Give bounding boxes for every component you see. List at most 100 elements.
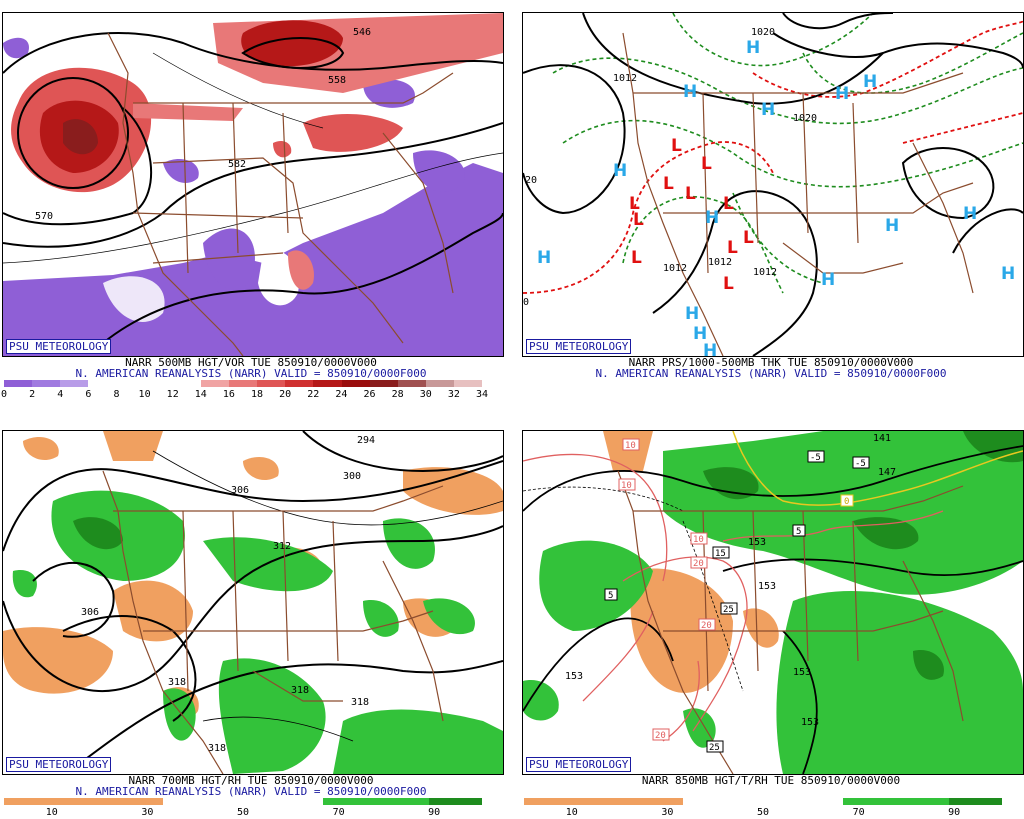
- colorbar-swatch: [172, 380, 201, 387]
- svg-text:0: 0: [844, 497, 849, 507]
- p4-temp-label: -5: [852, 456, 870, 469]
- high-pressure-marker: H: [537, 248, 551, 268]
- p2-isobar-label: 20: [525, 175, 537, 186]
- p1-contour-label: 570: [35, 211, 53, 222]
- p2-isobar-label: 1012: [613, 73, 637, 84]
- colorbar-swatch: [428, 798, 482, 805]
- p2-caption-valid: N. AMERICAN REANALYSIS (NARR) VALID = 85…: [595, 367, 947, 380]
- panel-700mb-rh: 294 300 306 312 306 318 318 318 318 PSU …: [0, 418, 504, 818]
- colorbar-swatch: [895, 798, 949, 805]
- p4-temp-label: 10: [622, 438, 640, 451]
- colorbar-tick-label: 0: [0, 389, 8, 400]
- p1-contour-label: 546: [353, 27, 371, 38]
- colorbar-tick-label: 30: [419, 389, 432, 400]
- high-pressure-marker: H: [761, 100, 775, 120]
- colorbar-tick-label: 16: [222, 389, 235, 400]
- p2-isobar-label: 1020: [751, 27, 775, 38]
- panel-850mb-t-rh: 141 147 153 153 153 153 153 10 10 -5 -5 …: [520, 418, 1024, 819]
- colorbar-tick-label: 90: [948, 807, 961, 818]
- high-pressure-marker: H: [703, 341, 717, 356]
- colorbar-tick-label: 4: [57, 389, 64, 400]
- p4-temp-label: 5: [792, 524, 806, 537]
- colorbar-tick-label: 70: [332, 807, 345, 818]
- colorbar-swatch: [60, 380, 89, 387]
- p4-temp-label: 20: [698, 618, 716, 631]
- colorbar-tick-label: 50: [756, 807, 770, 818]
- p4-colorbar: [524, 798, 1002, 805]
- svg-text:15: 15: [715, 549, 726, 559]
- p3-caption-valid: N. AMERICAN REANALYSIS (NARR) VALID = 85…: [75, 785, 427, 798]
- p4-height-label: 153: [565, 671, 583, 682]
- p4-temp-label: 10: [690, 532, 708, 545]
- map-700mb-svg: 294 300 306 312 306 318 318 318 318: [3, 431, 503, 774]
- colorbar-tick-label: 10: [138, 389, 151, 400]
- colorbar-swatch: [577, 798, 631, 805]
- colorbar-swatch: [369, 380, 398, 387]
- map-500mb-svg: 546 558 570 582: [3, 13, 503, 356]
- svg-text:-5: -5: [855, 459, 866, 469]
- p4-temp-label: -5: [807, 450, 825, 463]
- colorbar-swatch: [216, 798, 270, 805]
- colorbar-swatch: [322, 798, 376, 805]
- p2-isobar-label: 1012: [708, 257, 732, 268]
- low-pressure-marker: L: [701, 154, 712, 174]
- svg-text:-5: -5: [810, 453, 821, 463]
- colorbar-swatch: [163, 798, 217, 805]
- colorbar-swatch: [229, 380, 258, 387]
- p2-isobar-label: 1012: [663, 263, 687, 274]
- colorbar-tick-label: 12: [166, 389, 179, 400]
- low-pressure-marker: L: [633, 210, 644, 230]
- p4-caption-title: NARR 850MB HGT/T/RH TUE 850910/0000V000: [641, 774, 901, 787]
- colorbar-swatch: [341, 380, 370, 387]
- svg-text:10: 10: [625, 441, 636, 451]
- colorbar-tick-label: 14: [194, 389, 207, 400]
- high-pressure-marker: H: [863, 72, 877, 92]
- p4-height-label: 153: [801, 717, 819, 728]
- colorbar-tick-label: 8: [113, 389, 120, 400]
- low-pressure-marker: L: [743, 228, 754, 248]
- p2-isobar-label: 1012: [753, 267, 777, 278]
- colorbar-tick-label: 10: [565, 807, 578, 818]
- p4-colorbar-labels: 10 30 50 70 90: [524, 807, 1002, 819]
- colorbar-tick-label: 70: [852, 807, 865, 818]
- map-pressure: H H H H H H H H H H H H H H H L L L L: [522, 12, 1024, 357]
- colorbar-swatch: [842, 798, 896, 805]
- colorbar-tick-label: 34: [475, 389, 489, 400]
- p3-contour-label: 306: [231, 485, 249, 496]
- p3-contour-label: 294: [357, 435, 375, 446]
- colorbar-swatch: [789, 798, 843, 805]
- low-pressure-marker: L: [663, 174, 674, 194]
- colorbar-swatch: [110, 798, 164, 805]
- colorbar-swatch: [4, 380, 33, 387]
- p4-temp-label: 20: [690, 556, 708, 569]
- map-700mb: 294 300 306 312 306 318 318 318 318 PSU …: [2, 430, 504, 775]
- p2-caption-title: NARR PRS/1000-500MB THK TUE 850910/0000V…: [628, 356, 914, 369]
- high-pressure-marker: H: [821, 270, 835, 290]
- p1-caption-title: NARR 500MB HGT/VOR TUE 850910/0000V000: [125, 356, 377, 369]
- p4-temp-label: 10: [618, 478, 636, 491]
- colorbar-tick-label: 32: [447, 389, 460, 400]
- p4-height-label: 153: [748, 537, 766, 548]
- colorbar-tick-label: 24: [335, 389, 348, 400]
- p2-isobar-label: 1020: [793, 113, 817, 124]
- high-pressure-marker: H: [963, 204, 977, 224]
- map-pressure-svg: H H H H H H H H H H H H H H H L L L L: [523, 13, 1023, 356]
- p4-temp-label: 0: [840, 494, 854, 507]
- colorbar-swatch: [397, 380, 426, 387]
- p3-contour-label: 300: [343, 471, 361, 482]
- p1-colorbar-labels: 0 2 4 6 8 10 12 14 16 18 20 22 24 26 28 30 32 34: [0, 389, 488, 401]
- p1-contour-label: 582: [228, 159, 246, 170]
- colorbar-tick-label: 26: [363, 389, 376, 400]
- colorbar-swatch: [948, 798, 1002, 805]
- low-pressure-marker: L: [629, 194, 640, 214]
- colorbar-swatch: [257, 380, 286, 387]
- colorbar-swatch: [88, 380, 117, 387]
- p4-height-label: 147: [878, 467, 896, 478]
- colorbar-tick-label: 22: [307, 389, 320, 400]
- high-pressure-marker: H: [746, 38, 760, 58]
- p4-temp-label: 20: [652, 728, 670, 741]
- p3-contour-label: 306: [81, 607, 99, 618]
- map-850mb-svg: 141 147 153 153 153 153 153 10 10 -5 -5 …: [523, 431, 1023, 774]
- p3-contour-label: 318: [291, 685, 309, 696]
- p4-height-label: 153: [758, 581, 776, 592]
